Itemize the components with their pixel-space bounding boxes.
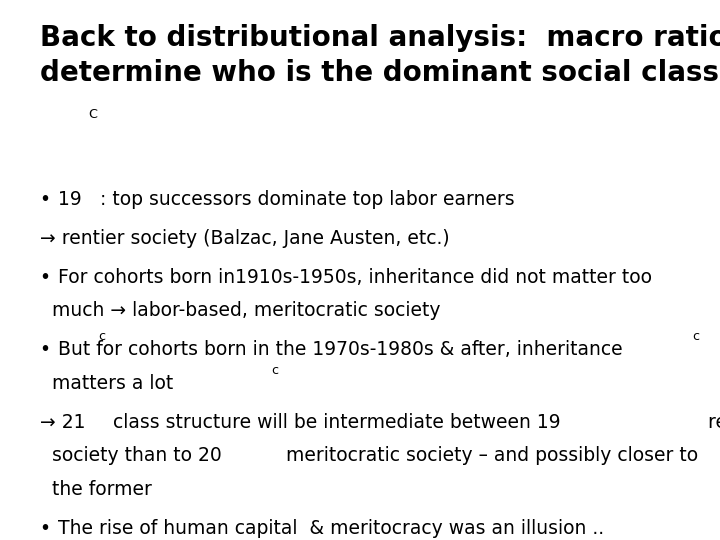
- Text: Back to distributional analysis:  macro ratios
determine who is the dominant soc: Back to distributional analysis: macro r…: [40, 24, 720, 87]
- Text: C: C: [89, 107, 97, 121]
- Text: c: c: [693, 330, 700, 343]
- Text: meritocratic society – and possibly closer to: meritocratic society – and possibly clos…: [280, 446, 698, 465]
- Text: → rentier society (Balzac, Jane Austen, etc.): → rentier society (Balzac, Jane Austen, …: [40, 229, 449, 248]
- Text: •: •: [40, 190, 50, 209]
- Text: much → labor-based, meritocratic society: much → labor-based, meritocratic society: [52, 301, 441, 320]
- Text: But for cohorts born in the 1970s-1980s & after, inheritance: But for cohorts born in the 1970s-1980s …: [58, 340, 622, 359]
- Text: matters a lot: matters a lot: [52, 374, 173, 393]
- Text: class structure will be intermediate between 19: class structure will be intermediate bet…: [107, 413, 561, 431]
- Text: •: •: [40, 340, 50, 359]
- Text: c: c: [99, 330, 105, 343]
- Text: c: c: [271, 363, 278, 377]
- Text: society than to 20: society than to 20: [52, 446, 222, 465]
- Text: 19: 19: [58, 190, 81, 209]
- Text: The rise of human capital  & meritocracy was an illusion ..: The rise of human capital & meritocracy …: [58, 518, 604, 537]
- Text: → 21: → 21: [40, 413, 85, 431]
- Text: •: •: [40, 518, 50, 537]
- Text: : top successors dominate top labor earners: : top successors dominate top labor earn…: [100, 190, 515, 209]
- Text: the former: the former: [52, 480, 152, 498]
- Text: •: •: [40, 268, 50, 287]
- Text: rentier: rentier: [702, 413, 720, 431]
- Text: For cohorts born in1910s-1950s, inheritance did not matter too: For cohorts born in1910s-1950s, inherita…: [58, 268, 652, 287]
